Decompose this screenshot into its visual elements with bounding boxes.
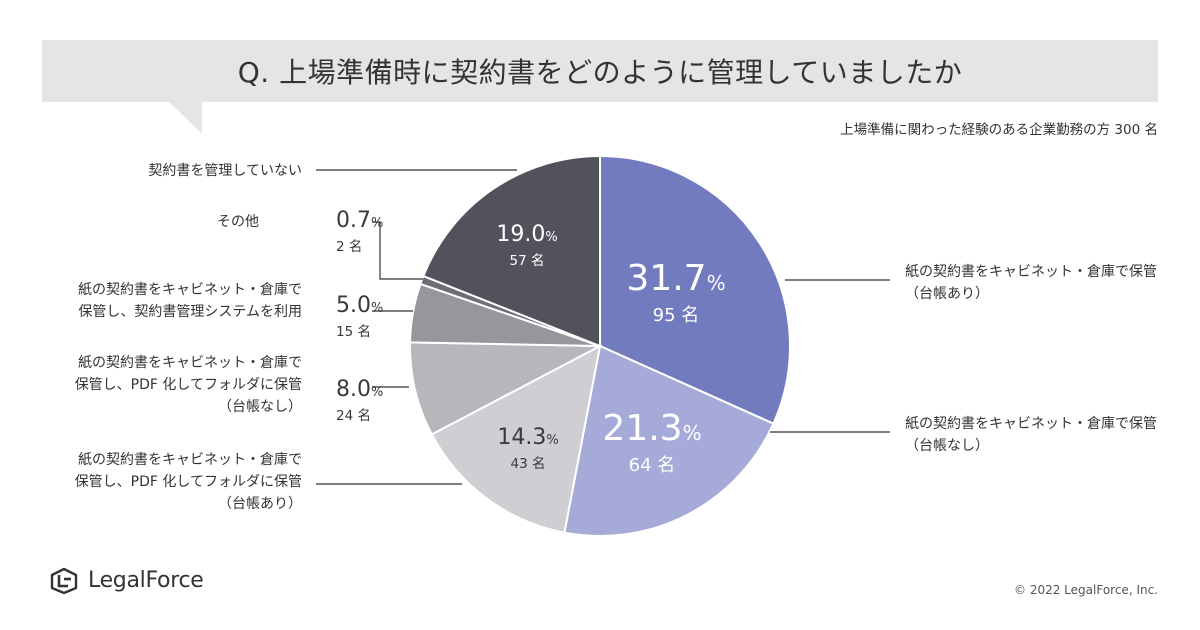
slice-count: 43 名 xyxy=(510,456,546,472)
category-label-line: 紙の契約書をキャビネット・倉庫で保管 xyxy=(905,264,1157,280)
slice-value-label: 0.7% 2 名 xyxy=(336,208,383,255)
category-label-line: 保管し、PDF 化してフォルダに保管 xyxy=(74,474,302,490)
pie-slice xyxy=(422,154,601,348)
chart-subtitle: 上場準備に関わった経験のある企業勤務の方 300 名 xyxy=(840,122,1158,138)
legalforce-logo-icon xyxy=(50,567,78,594)
slice-value-label: 5.0% 15 名 xyxy=(336,293,383,340)
slice-count: 57 名 xyxy=(509,253,545,269)
slice-percent-unit: % xyxy=(546,433,559,448)
category-label-line: 紙の契約書をキャビネット・倉庫で xyxy=(78,282,302,298)
slice-count: 15 名 xyxy=(336,324,371,340)
slice-percent: 5.0 xyxy=(336,293,371,318)
category-label-line: 紙の契約書をキャビネット・倉庫で xyxy=(78,452,302,468)
slice-percent-unit: % xyxy=(706,271,726,295)
pie-slice xyxy=(409,341,601,436)
slice-count: 64 名 xyxy=(628,455,676,476)
slice-category-label: その他 xyxy=(217,211,259,233)
slice-percent: 0.7 xyxy=(336,208,371,233)
slice-category-label: 紙の契約書をキャビネット・倉庫で 保管し、PDF 化してフォルダに保管 （台帳なし） xyxy=(75,352,302,418)
slice-category-label: 紙の契約書をキャビネット・倉庫で保管 （台帳なし） xyxy=(905,413,1157,457)
logo-text: LegalForce xyxy=(88,567,204,593)
slice-category-label: 紙の契約書をキャビネット・倉庫で 保管し、契約書管理システムを利用 xyxy=(78,279,302,323)
slice-category-label: 契約書を管理していない xyxy=(148,160,302,182)
slice-value-label: 19.0% 57 名 xyxy=(496,222,557,269)
slice-percent-unit: % xyxy=(371,216,384,231)
slice-percent-unit: % xyxy=(371,301,384,316)
slice-value-label: 14.3% 43 名 xyxy=(497,425,558,472)
category-label-line: 紙の契約書をキャビネット・倉庫で xyxy=(78,355,302,371)
category-label-line: その他 xyxy=(217,214,259,230)
pie-slice xyxy=(430,344,602,534)
category-label-line: 保管し、PDF 化してフォルダに保管 xyxy=(74,377,302,393)
slice-count: 95 名 xyxy=(652,305,700,326)
leader-line xyxy=(372,221,423,280)
slice-category-label: 紙の契約書をキャビネット・倉庫で保管 （台帳あり） xyxy=(905,261,1157,305)
slice-percent: 8.0 xyxy=(336,377,371,402)
slice-percent: 31.7 xyxy=(626,258,707,299)
slice-category-label: 紙の契約書をキャビネット・倉庫で 保管し、PDF 化してフォルダに保管 （台帳あり） xyxy=(75,449,302,515)
slice-percent-unit: % xyxy=(371,385,384,400)
chart-title: Q. 上場準備時に契約書をどのように管理していましたか xyxy=(237,56,963,89)
category-label-line: （台帳なし） xyxy=(218,399,302,415)
slice-percent: 19.0 xyxy=(496,222,546,247)
slice-value-label: 31.7% 95 名 xyxy=(626,258,725,327)
category-label-line: （台帳なし） xyxy=(905,438,989,454)
slice-count: 2 名 xyxy=(336,239,363,255)
slice-count: 24 名 xyxy=(336,408,371,424)
slice-value-label: 21.3% 64 名 xyxy=(602,408,701,477)
title-banner-tail xyxy=(168,101,202,134)
category-label-line: （台帳あり） xyxy=(218,496,302,512)
copyright: © 2022 LegalForce, Inc. xyxy=(1014,583,1158,597)
slice-value-label: 8.0% 24 名 xyxy=(336,377,383,424)
category-label-line: （台帳あり） xyxy=(905,286,989,302)
logo: LegalForce xyxy=(50,566,204,594)
pie-slice xyxy=(563,344,775,537)
pie-slice xyxy=(599,154,791,425)
category-label-line: 保管し、契約書管理システムを利用 xyxy=(78,304,302,320)
slice-percent-unit: % xyxy=(545,230,558,245)
slice-percent: 14.3 xyxy=(497,425,547,450)
category-label-line: 契約書を管理していない xyxy=(148,163,302,179)
category-label-line: 紙の契約書をキャビネット・倉庫で保管 xyxy=(905,416,1157,432)
title-banner: Q. 上場準備時に契約書をどのように管理していましたか xyxy=(42,40,1158,102)
slice-percent-unit: % xyxy=(682,421,702,445)
slice-percent: 21.3 xyxy=(602,408,683,449)
